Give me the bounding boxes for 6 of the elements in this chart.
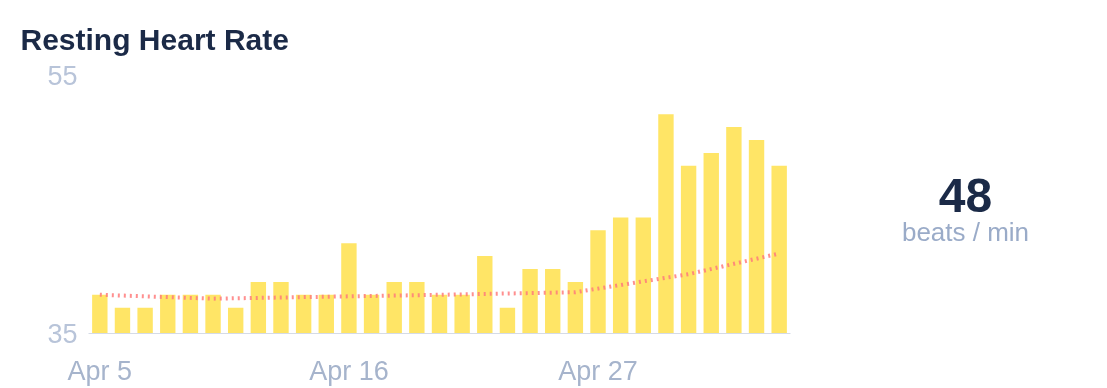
x-tick-label: Apr 5 (67, 355, 133, 386)
y-tick-label: 55 (47, 61, 78, 91)
x-tick-label: Apr 27 (558, 355, 638, 386)
y-tick-label: 35 (47, 319, 78, 349)
chart-title: Resting Heart Rate (20, 22, 289, 56)
x-tick-label: Apr 16 (309, 355, 389, 386)
